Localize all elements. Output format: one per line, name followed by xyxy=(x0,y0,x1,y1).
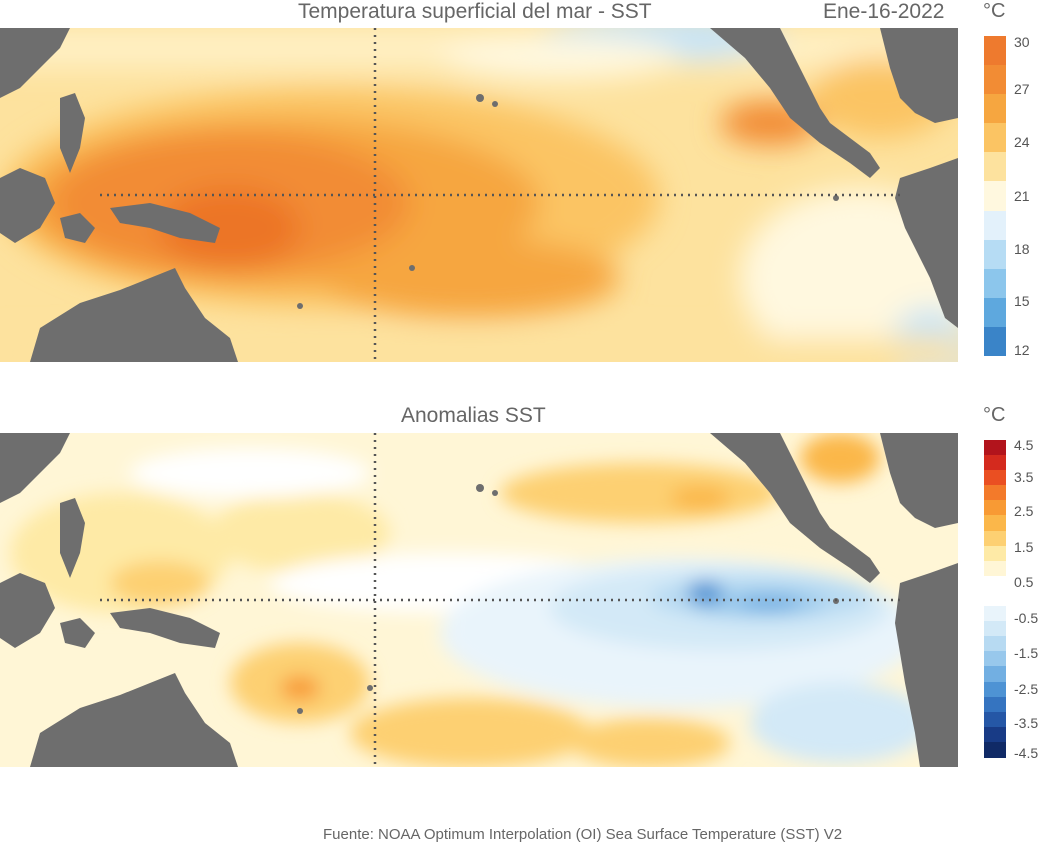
sst-tick: 27 xyxy=(1014,81,1030,97)
anomaly-tick: 2.5 xyxy=(1014,503,1034,519)
anomaly-colorbar xyxy=(984,440,1006,758)
anomaly-tick: -1.5 xyxy=(1014,645,1039,661)
anomaly-tick: -0.5 xyxy=(1014,610,1039,626)
sst-colorbar-unit: °C xyxy=(983,0,1006,22)
source-credit: Fuente: NOAA Optimum Interpolation (OI) … xyxy=(323,826,843,843)
anomaly-tick: 1.5 xyxy=(1014,539,1034,555)
anomaly-map xyxy=(0,433,958,767)
anomaly-tick: -2.5 xyxy=(1014,681,1039,697)
anomaly-map-title: Anomalias SST xyxy=(401,404,546,427)
sst-colorbar xyxy=(984,36,1006,356)
sst-map xyxy=(0,28,958,362)
sst-tick: 18 xyxy=(1014,241,1030,257)
sst-map-title: Temperatura superficial del mar - SST xyxy=(298,0,652,23)
sst-tick: 12 xyxy=(1014,342,1030,358)
anomaly-tick: -4.5 xyxy=(1014,745,1039,761)
sst-tick: 21 xyxy=(1014,188,1030,204)
sst-tick: 15 xyxy=(1014,293,1030,309)
anomaly-colorbar-unit: °C xyxy=(983,404,1006,426)
sst-tick: 24 xyxy=(1014,134,1030,150)
anomaly-tick: -3.5 xyxy=(1014,715,1039,731)
anomaly-tick: 4.5 xyxy=(1014,437,1034,453)
sst-tick: 30 xyxy=(1014,34,1030,50)
land-masses xyxy=(0,433,958,767)
land-masses xyxy=(0,28,958,362)
anomaly-tick: 0.5 xyxy=(1014,574,1034,590)
map-date: Ene-16-2022 xyxy=(823,0,945,23)
anomaly-tick: 3.5 xyxy=(1014,469,1034,485)
